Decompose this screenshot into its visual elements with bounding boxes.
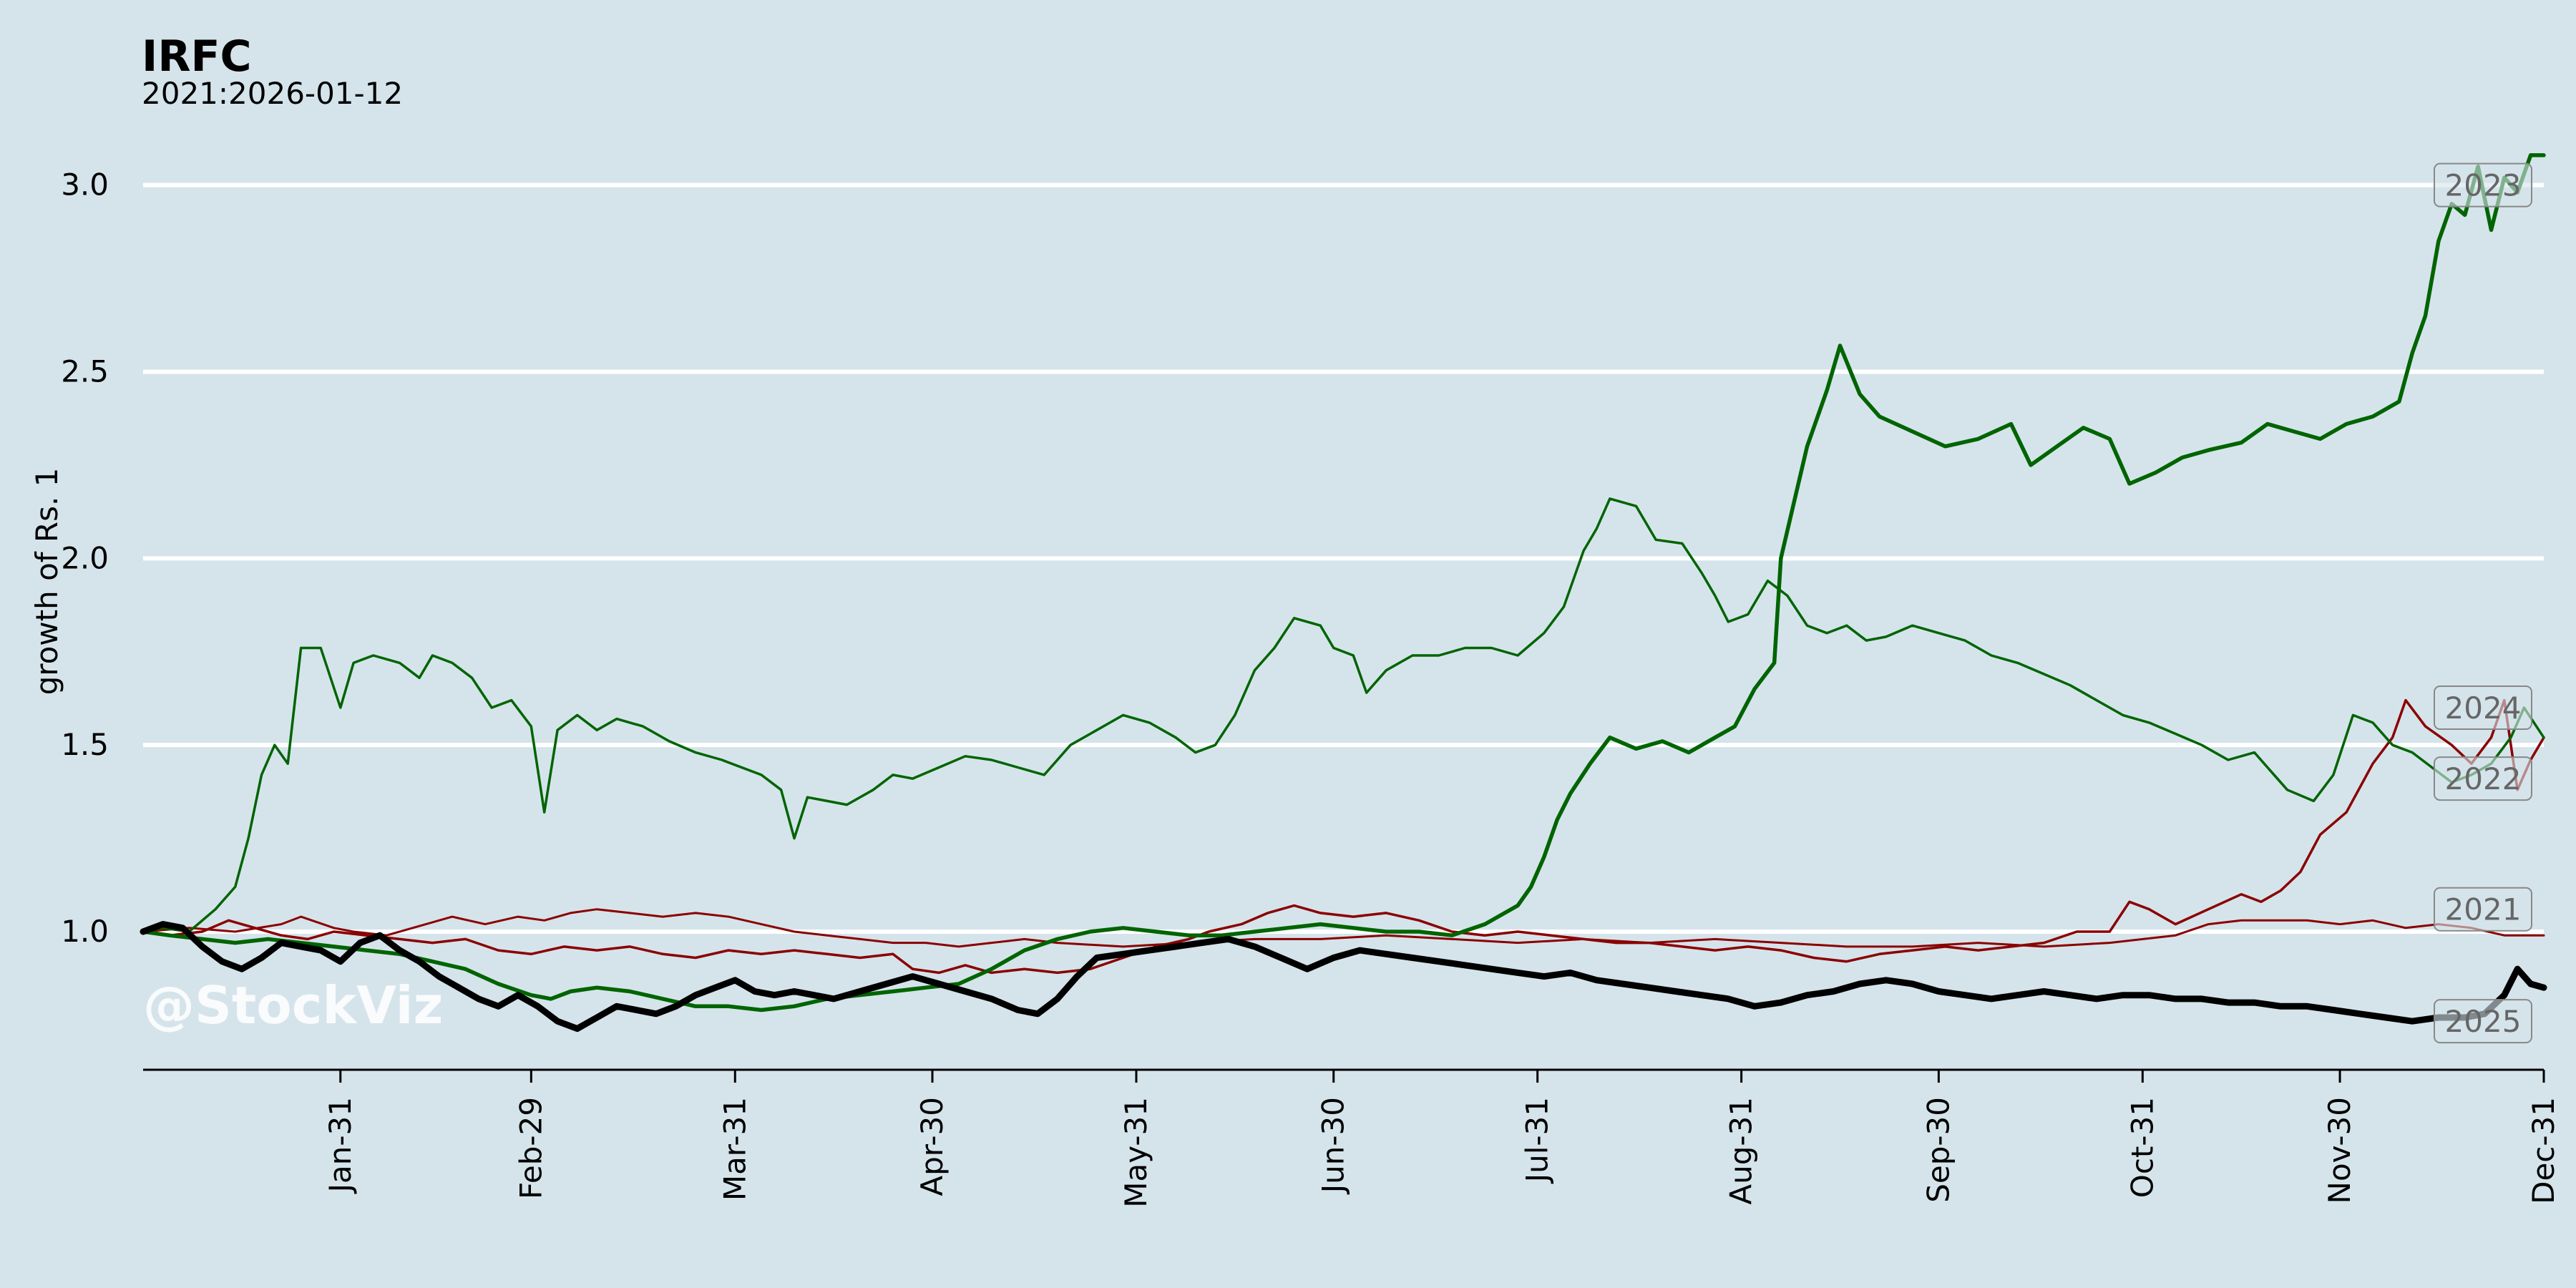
y-tick-label: 2.0: [61, 540, 109, 575]
series-end-label-text: 2025: [2445, 1004, 2522, 1039]
chart-title: IRFC: [142, 31, 252, 82]
chart-subtitle: 2021:2026-01-12: [142, 76, 404, 111]
y-tick-label: 3.0: [61, 167, 109, 203]
series-end-label-text: 2022: [2445, 761, 2522, 796]
series-end-labels: 2021 2022 2023 2024 2025: [2434, 162, 2532, 1044]
series-end-label-2022: 2022: [2434, 756, 2532, 801]
series-line-2023: [141, 153, 2546, 1013]
y-tick-label: 1.5: [61, 727, 109, 762]
series-end-label-box: [2434, 162, 2532, 208]
series-line-2021: [142, 908, 2545, 948]
series-layer: [140, 153, 2547, 1033]
y-axis-label: growth of Rs. 1: [29, 468, 64, 696]
x-tick-label: Aug-31: [1724, 1097, 1759, 1205]
series-end-label-box: [2434, 887, 2532, 932]
series-end-label-text: 2024: [2445, 691, 2522, 726]
series-end-label-2024: 2024: [2434, 685, 2532, 730]
x-tick-label: Sep-30: [1921, 1097, 1956, 1203]
x-tick-label: Apr-30: [914, 1097, 950, 1196]
x-tick-label: Jun-30: [1316, 1097, 1351, 1195]
grid-layer: [143, 182, 2544, 934]
x-tick-label: Jan-31: [323, 1097, 358, 1194]
x-tick-label: Mar-31: [717, 1097, 752, 1201]
series-line-2024: [142, 497, 2545, 933]
x-tick-label: Nov-30: [2322, 1097, 2357, 1204]
series-end-label-text: 2021: [2445, 892, 2522, 927]
x-tick-label: Oct-31: [2124, 1097, 2160, 1198]
series-end-label-2025: 2025: [2434, 999, 2532, 1044]
axes-layer: 1.0 1.5 2.0 2.5 3.0 Jan-31 Feb-29 Mar-31 Apr-30 M…: [29, 167, 2561, 1208]
x-tick-label: Feb-29: [513, 1097, 548, 1199]
series-end-label-text: 2023: [2445, 168, 2522, 203]
x-tick-label: May-31: [1118, 1097, 1153, 1208]
watermark: @StockViz: [143, 975, 443, 1035]
series-end-label-2023: 2023: [2434, 162, 2532, 208]
series-line-2022: [142, 698, 2545, 975]
series-end-label-box: [2434, 999, 2532, 1044]
series-line-2025: [140, 921, 2547, 1033]
series-end-label-2021: 2021: [2434, 887, 2532, 932]
x-tick-label: Jul-31: [1520, 1097, 1555, 1184]
x-tick-label: Dec-31: [2526, 1097, 2561, 1204]
series-end-label-box: [2434, 756, 2532, 801]
y-tick-label: 2.5: [61, 354, 109, 389]
series-end-label-box: [2434, 685, 2532, 730]
y-tick-label: 1.0: [61, 914, 109, 949]
